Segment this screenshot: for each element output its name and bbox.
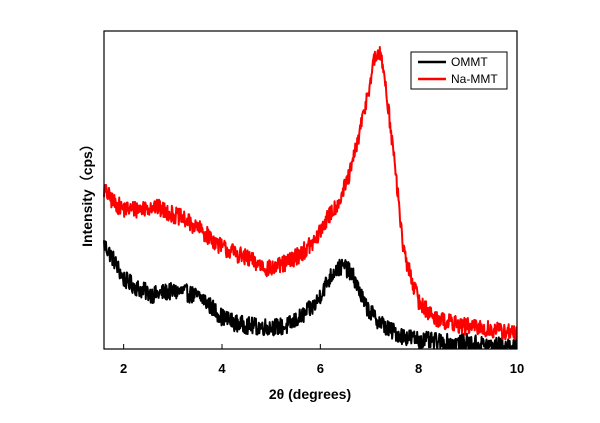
x-tick-label: 4 (218, 361, 226, 376)
x-tick-label: 6 (317, 361, 324, 376)
plot-lines (103, 46, 518, 350)
series-line-na-mmt (103, 46, 518, 341)
y-axis-title: Intensity（cps） (79, 137, 95, 247)
x-tick-label: 8 (415, 361, 422, 376)
legend: OMMT Na-MMT (410, 51, 508, 90)
x-tick-label: 2 (120, 361, 127, 376)
x-axis-title: 2θ (degrees) (269, 386, 351, 402)
legend-box (410, 51, 508, 90)
plot-frame (103, 30, 518, 350)
series-line-ommt (103, 240, 518, 350)
legend-label-na-mmt: Na-MMT (451, 72, 498, 86)
x-tick-label: 10 (510, 361, 524, 376)
x-axis-ticks: 2 4 6 8 10 (120, 344, 524, 376)
legend-label-ommt: OMMT (451, 55, 488, 69)
